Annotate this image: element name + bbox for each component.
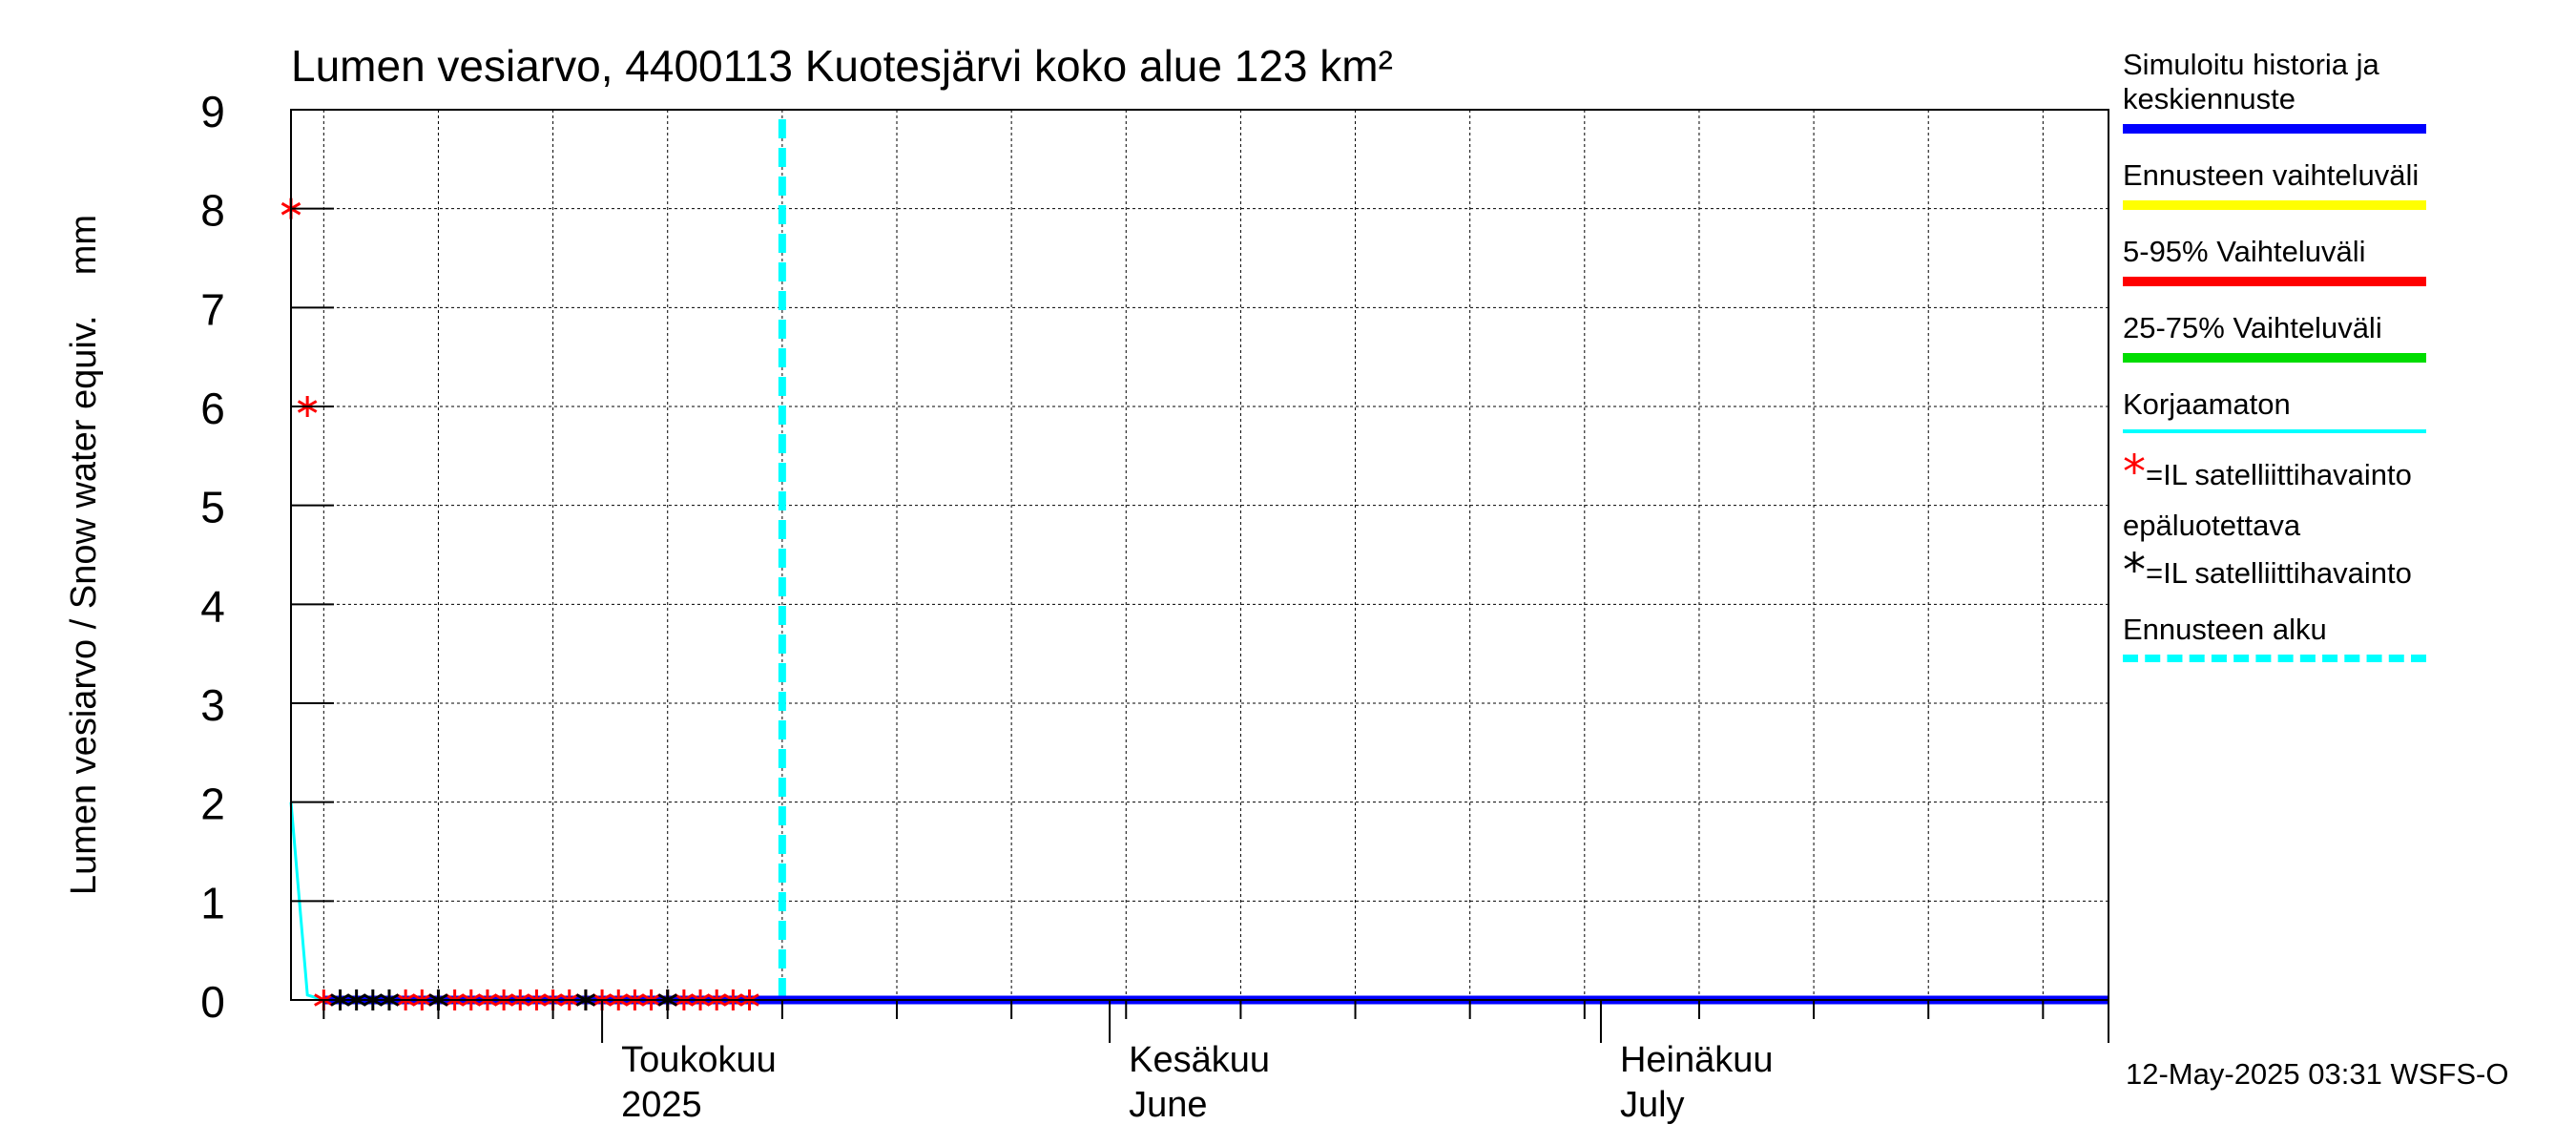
- y-tick-label: 1: [200, 878, 225, 927]
- legend-item-5-95: 5-95% Vaihteluväli: [2123, 235, 2571, 286]
- month-label-line2: 2025: [621, 1085, 702, 1125]
- grid: [291, 109, 2109, 1000]
- legend: Simuloitu historia ja keskiennuste Ennus…: [2123, 48, 2571, 687]
- series-layer: [289, 119, 2109, 1005]
- legend-swatch-forecast-start: [2123, 655, 2426, 662]
- series-line: [289, 802, 2109, 1002]
- y-tick-label: 9: [200, 87, 225, 136]
- y-tick-label: 6: [200, 384, 225, 433]
- y-tick-label: 8: [200, 186, 225, 236]
- legend-item-simulated: Simuloitu historia ja keskiennuste: [2123, 48, 2571, 134]
- red-asterisk-icon: *: [2123, 446, 2146, 499]
- y-tick-label: 5: [200, 483, 225, 532]
- legend-label-25-75: 25-75% Vaihteluväli: [2123, 311, 2382, 344]
- legend-swatch-forecast-range: [2123, 200, 2426, 210]
- legend-label-forecast-range: Ennusteen vaihteluväli: [2123, 158, 2420, 192]
- legend-label-5-95: 5-95% Vaihteluväli: [2123, 235, 2366, 268]
- legend-label-satellite-unreliable-line2: epäluotettava: [2123, 509, 2301, 542]
- y-tick-label: 4: [200, 581, 225, 631]
- timestamp: 12-May-2025 03:31 WSFS-O: [2126, 1057, 2509, 1091]
- month-label-line2: July: [1620, 1085, 1685, 1125]
- legend-swatch-uncorrected: [2123, 429, 2426, 433]
- black-asterisk-icon: *: [2123, 544, 2146, 597]
- y-tick-label: 2: [200, 780, 225, 829]
- chart-title: Lumen vesiarvo, 4400113 Kuotesjärvi koko…: [291, 41, 1393, 91]
- legend-item-satellite-unreliable: *=IL satelliittihavainto epäluotettava: [2123, 446, 2571, 543]
- plot-frame: [290, 109, 2109, 1001]
- legend-swatch-simulated: [2123, 124, 2426, 134]
- legend-label-simulated-line2: keskiennuste: [2123, 82, 2296, 115]
- legend-item-forecast-start: Ennusteen alku: [2123, 613, 2571, 662]
- legend-label-uncorrected: Korjaamaton: [2123, 387, 2291, 421]
- month-label-line2: June: [1129, 1085, 1207, 1125]
- axes: 0 1 2 3 4 5 6 7 8 9 Toukokuu 2025 Kesäkuu June Heinäku…: [200, 87, 2109, 1125]
- legend-label-satellite: =IL satelliittihavainto: [2146, 556, 2412, 590]
- legend-item-forecast-range: Ennusteen vaihteluväli: [2123, 158, 2571, 210]
- y-axis-label: Lumen vesiarvo / Snow water equiv. mm: [64, 215, 104, 895]
- legend-label-forecast-start: Ennusteen alku: [2123, 613, 2327, 646]
- y-tick-label: 3: [200, 680, 225, 730]
- month-label-line1: Toukokuu: [621, 1040, 777, 1080]
- y-tick-label: 0: [200, 977, 225, 1027]
- legend-swatch-5-95: [2123, 277, 2426, 286]
- legend-item-25-75: 25-75% Vaihteluväli: [2123, 311, 2571, 363]
- month-label-line1: Kesäkuu: [1129, 1040, 1270, 1080]
- legend-swatch-25-75: [2123, 353, 2426, 363]
- month-label-line1: Heinäkuu: [1620, 1040, 1774, 1080]
- legend-label-satellite-unreliable-line1: =IL satelliittihavainto: [2146, 458, 2412, 491]
- legend-label-simulated-line1: Simuloitu historia ja: [2123, 48, 2379, 81]
- legend-item-satellite: *=IL satelliittihavainto: [2123, 544, 2571, 597]
- legend-item-uncorrected: Korjaamaton: [2123, 387, 2571, 433]
- y-tick-label: 7: [200, 284, 225, 334]
